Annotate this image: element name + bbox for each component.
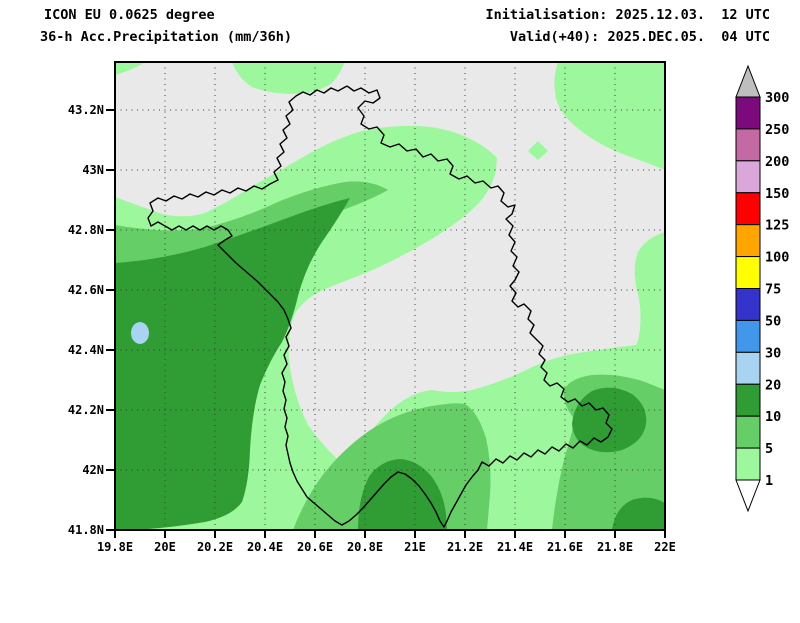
lon-tick-label: 20.8E	[347, 540, 383, 554]
field-island-1-5mm	[528, 141, 548, 160]
field-west-10-20mm	[115, 198, 350, 530]
colorbar-segment	[735, 319, 761, 353]
lat-tick-label: 42.6N	[68, 283, 104, 297]
valid-label: Valid(+40): 2025.DEC.05. 04 UTC	[510, 29, 770, 45]
colorbar-arrow-above-max	[735, 64, 761, 98]
lon-tick-label: 20E	[154, 540, 176, 554]
colorbar-segment	[735, 415, 761, 449]
lon-tick-label: 21E	[404, 540, 426, 554]
longitude-axis: 19.8E 20E 20.2E 20.4E 20.6E 20.8E 21E 21.2E 21.4…	[97, 531, 676, 554]
colorbar-segment	[735, 160, 761, 194]
colorbar-tick-label: 125	[765, 218, 789, 234]
colorbar-segment	[735, 288, 761, 321]
precipitation-field	[115, 62, 665, 530]
colorbar-tick-label: 250	[765, 122, 789, 138]
lon-tick-label: 20.6E	[297, 540, 333, 554]
lat-tick-label: 43N	[82, 163, 104, 177]
country-border	[147, 85, 613, 528]
colorbar-tick-label: 5	[765, 441, 773, 457]
colorbar-tick-label: 300	[765, 90, 789, 106]
colorbar-segment	[735, 447, 761, 481]
colorbar-tick-label: 75	[765, 282, 781, 298]
lon-tick-label: 20.2E	[197, 540, 233, 554]
colorbar-tick-label: 50	[765, 313, 781, 329]
lat-tick-label: 42.8N	[68, 223, 104, 237]
lat-tick-label: 41.8N	[68, 523, 104, 537]
colorbar-segment	[735, 383, 761, 417]
parameter-title: 36-h Acc.Precipitation (mm/36h)	[40, 29, 292, 45]
colorbar-tick-label: 20	[765, 377, 781, 393]
legend-colorbar: 300 250 200 150 125 100 75 50 30 20 10 5 1	[735, 64, 789, 513]
lon-tick-label: 20.4E	[247, 540, 283, 554]
colorbar-segment	[735, 256, 761, 290]
lon-tick-label: 21.8E	[597, 540, 633, 554]
lon-tick-label: 21.4E	[497, 540, 533, 554]
field-below-1mm	[115, 62, 665, 468]
colorbar-tick-label: 200	[765, 154, 789, 170]
colorbar-tick-label: 100	[765, 250, 789, 266]
map-frame	[114, 61, 666, 531]
colorbar-segment	[735, 96, 761, 130]
lon-tick-label: 21.2E	[447, 540, 483, 554]
lon-tick-label: 22E	[654, 540, 676, 554]
colorbar-arrow-below-min	[735, 479, 761, 513]
field-corner-10-20mm	[612, 497, 665, 530]
lon-tick-label: 21.6E	[547, 540, 583, 554]
lat-tick-label: 42.2N	[68, 403, 104, 417]
colorbar-tick-label: 10	[765, 409, 781, 425]
colorbar-segment	[735, 224, 761, 258]
colorbar-tick-label: 150	[765, 186, 789, 202]
lat-tick-label: 42.4N	[68, 343, 104, 357]
latitude-axis: 43.2N 43N 42.8N 42.6N 42.4N 42.2N 42N 41.8N	[68, 103, 114, 537]
colorbar-tick-label: 30	[765, 345, 781, 361]
colorbar-segment	[735, 192, 761, 226]
lat-tick-label: 43.2N	[68, 103, 104, 117]
model-title: ICON EU 0.0625 degree	[44, 7, 215, 23]
field-south-10-20mm	[358, 459, 447, 530]
initialisation-label: Initialisation: 2025.12.03. 12 UTC	[486, 7, 770, 23]
header: ICON EU 0.0625 degree 36-h Acc.Precipita…	[40, 7, 770, 45]
lat-tick-label: 42N	[82, 463, 104, 477]
colorbar-segment	[735, 351, 761, 385]
lon-tick-label: 19.8E	[97, 540, 133, 554]
graticule	[115, 62, 665, 530]
field-spot-20-30mm	[131, 322, 149, 344]
colorbar-tick-label: 1	[765, 473, 773, 489]
colorbar-segment	[735, 128, 761, 162]
